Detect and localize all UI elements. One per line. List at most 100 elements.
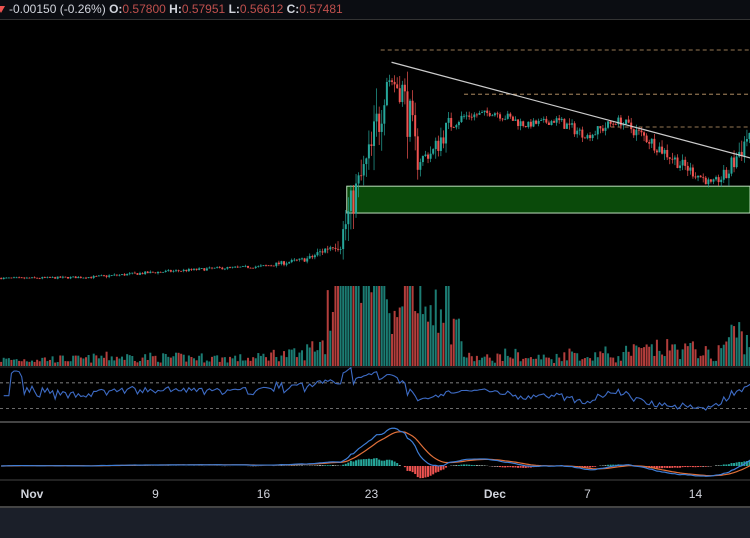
volume-bar <box>268 361 270 366</box>
candle <box>306 258 308 261</box>
volume-bar <box>70 361 72 366</box>
macd-histogram-bar <box>700 466 702 467</box>
volume-bar <box>494 363 496 366</box>
volume-bar <box>360 303 362 366</box>
candle <box>172 271 174 272</box>
volume-bar <box>694 349 696 366</box>
volume-bar <box>224 357 226 366</box>
candle <box>661 147 663 154</box>
candle <box>378 114 380 132</box>
candle <box>288 262 290 263</box>
open-value: 0.57800 <box>122 2 165 16</box>
candle <box>535 121 537 124</box>
candle <box>64 277 66 278</box>
volume-bar <box>34 362 36 366</box>
candle <box>656 151 658 153</box>
candle <box>242 266 244 267</box>
candle <box>360 175 362 176</box>
x-tick-label: Nov <box>21 487 44 501</box>
volume-bar <box>26 361 28 366</box>
volume-bar <box>574 353 576 366</box>
volume-bar <box>571 352 573 366</box>
macd-histogram-bar <box>720 465 722 466</box>
candle <box>255 267 257 268</box>
candle <box>427 155 429 159</box>
candle <box>430 154 432 159</box>
candle <box>386 82 388 105</box>
candle <box>496 113 498 114</box>
volume-bar <box>558 358 560 366</box>
candle <box>3 278 5 279</box>
volume-bar <box>234 356 236 366</box>
volume-bar <box>41 358 43 366</box>
candle <box>165 271 167 272</box>
macd-histogram-bar <box>674 466 676 468</box>
macd-histogram-bar <box>725 464 727 466</box>
volume-bar <box>705 346 707 366</box>
candle <box>116 275 118 276</box>
volume-bar <box>275 357 277 366</box>
candle <box>471 117 473 118</box>
volume-bar <box>49 360 51 366</box>
volume-bar <box>455 320 457 366</box>
candle <box>46 277 48 278</box>
volume-bar <box>484 357 486 366</box>
macd-histogram-bar <box>522 466 524 468</box>
macd-histogram-bar <box>610 465 612 466</box>
macd-histogram-bar <box>347 463 349 466</box>
ohlc-legend: -0.00150 (-0.26%) O:0.57800 H:0.57951 L:… <box>0 0 750 20</box>
candle <box>304 258 306 261</box>
candle <box>684 160 686 166</box>
candle <box>296 260 298 261</box>
volume-bar <box>98 358 100 366</box>
volume-bar <box>370 292 372 366</box>
candle <box>468 116 470 117</box>
volume-bar <box>54 363 56 366</box>
candle <box>57 277 59 279</box>
volume-bar <box>8 358 10 366</box>
candle <box>710 179 712 181</box>
macd-histogram-bar <box>435 466 437 473</box>
candle <box>144 272 146 274</box>
volume-bar <box>553 363 555 366</box>
volume-bar <box>535 359 537 366</box>
volume-bar <box>103 358 105 366</box>
volume-bar <box>674 344 676 366</box>
candle <box>491 115 493 116</box>
macd-histogram-bar <box>376 458 378 466</box>
candle <box>746 139 748 142</box>
candle <box>692 168 694 177</box>
volume-bar <box>589 358 591 366</box>
candle <box>676 158 678 168</box>
macd-histogram-bar <box>658 466 660 468</box>
candle <box>499 114 501 118</box>
volume-bar <box>486 354 488 366</box>
candle <box>466 116 468 117</box>
volume-bar <box>77 356 79 366</box>
volume-bar <box>229 357 231 366</box>
candle <box>702 177 704 178</box>
candle <box>584 138 586 139</box>
candle <box>592 135 594 138</box>
volume-bar <box>160 363 162 366</box>
down-triangle-icon <box>0 6 5 13</box>
volume-bar <box>283 351 285 366</box>
candle <box>70 277 72 278</box>
volume-bar <box>116 357 118 366</box>
candle <box>365 158 367 164</box>
volume-bar <box>36 360 38 366</box>
volume-bar <box>201 353 203 366</box>
macd-histogram-bar <box>381 461 383 466</box>
volume-bar <box>723 345 725 366</box>
volume-bar <box>540 359 542 366</box>
candle <box>610 121 612 123</box>
candle <box>563 119 565 129</box>
candle <box>90 277 92 278</box>
macd-histogram-bar <box>406 466 408 471</box>
candle <box>612 124 614 125</box>
volume-bar <box>170 358 172 366</box>
volume-bar <box>309 348 311 366</box>
macd-histogram-bar <box>460 465 462 466</box>
volume-bar <box>496 354 498 366</box>
